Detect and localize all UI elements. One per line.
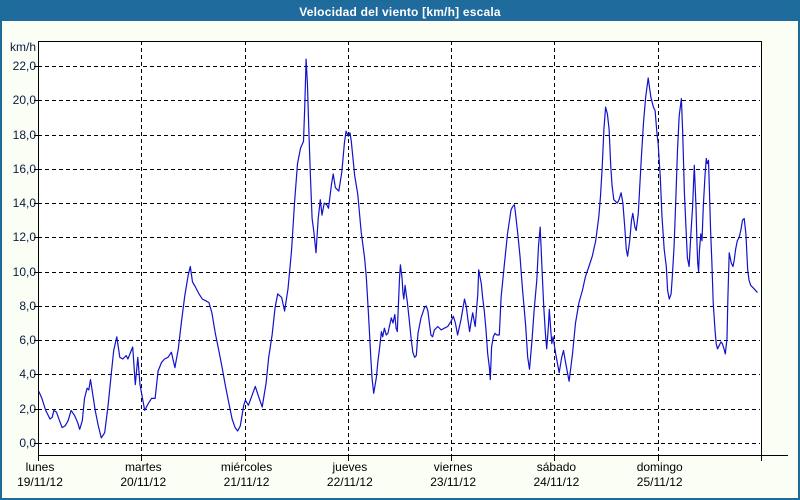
x-day-date: 21/11/12 bbox=[223, 475, 270, 489]
y-tick-label: 8,0 bbox=[19, 298, 36, 313]
x-day-name: viernes bbox=[433, 460, 473, 474]
x-day-label: domingo 25/11/12 bbox=[612, 460, 708, 490]
x-day-name: sábado bbox=[536, 460, 577, 474]
x-day-name: jueves bbox=[332, 460, 368, 474]
wind-speed-line bbox=[38, 58, 758, 439]
x-day-label: miércoles 21/11/12 bbox=[199, 460, 295, 490]
y-tick-label: 6,0 bbox=[19, 333, 36, 348]
x-day-name: miércoles bbox=[220, 460, 273, 474]
x-day-label: sábado 24/11/12 bbox=[508, 460, 604, 490]
y-tick-label: 2,0 bbox=[19, 401, 36, 416]
y-tick-label: 10,0 bbox=[12, 264, 36, 279]
x-day-label: lunes 19/11/12 bbox=[2, 460, 88, 490]
x-day-name: domingo bbox=[636, 460, 683, 474]
y-tick-label: 22,0 bbox=[12, 59, 36, 73]
x-day-date: 25/11/12 bbox=[636, 475, 683, 489]
x-day-date: 23/11/12 bbox=[430, 475, 477, 489]
x-day-date: 22/11/12 bbox=[326, 475, 373, 489]
y-tick-label: 20,0 bbox=[12, 93, 36, 108]
y-axis-unit-label: km/h bbox=[9, 40, 36, 54]
x-day-date: 20/11/12 bbox=[120, 475, 167, 489]
y-tick-label: 16,0 bbox=[12, 161, 36, 176]
x-day-name: martes bbox=[124, 460, 162, 474]
y-tick-label: 14,0 bbox=[12, 196, 36, 211]
x-day-date: 19/11/12 bbox=[17, 475, 63, 489]
x-day-name: lunes bbox=[25, 460, 55, 474]
y-tick-label: 4,0 bbox=[19, 367, 36, 382]
x-day-label: jueves 22/11/12 bbox=[302, 460, 398, 490]
title-bar: Velocidad del viento [km/h] escala bbox=[2, 2, 798, 21]
x-day-date: 24/11/12 bbox=[533, 475, 580, 489]
y-tick-label: 0,0 bbox=[19, 436, 36, 450]
x-day-label: viernes 23/11/12 bbox=[405, 460, 501, 490]
y-tick-label: 12,0 bbox=[12, 230, 36, 245]
x-day-label: martes 20/11/12 bbox=[95, 460, 191, 490]
chart-title: Velocidad del viento [km/h] escala bbox=[299, 4, 501, 19]
y-tick-label: 18,0 bbox=[12, 127, 36, 142]
